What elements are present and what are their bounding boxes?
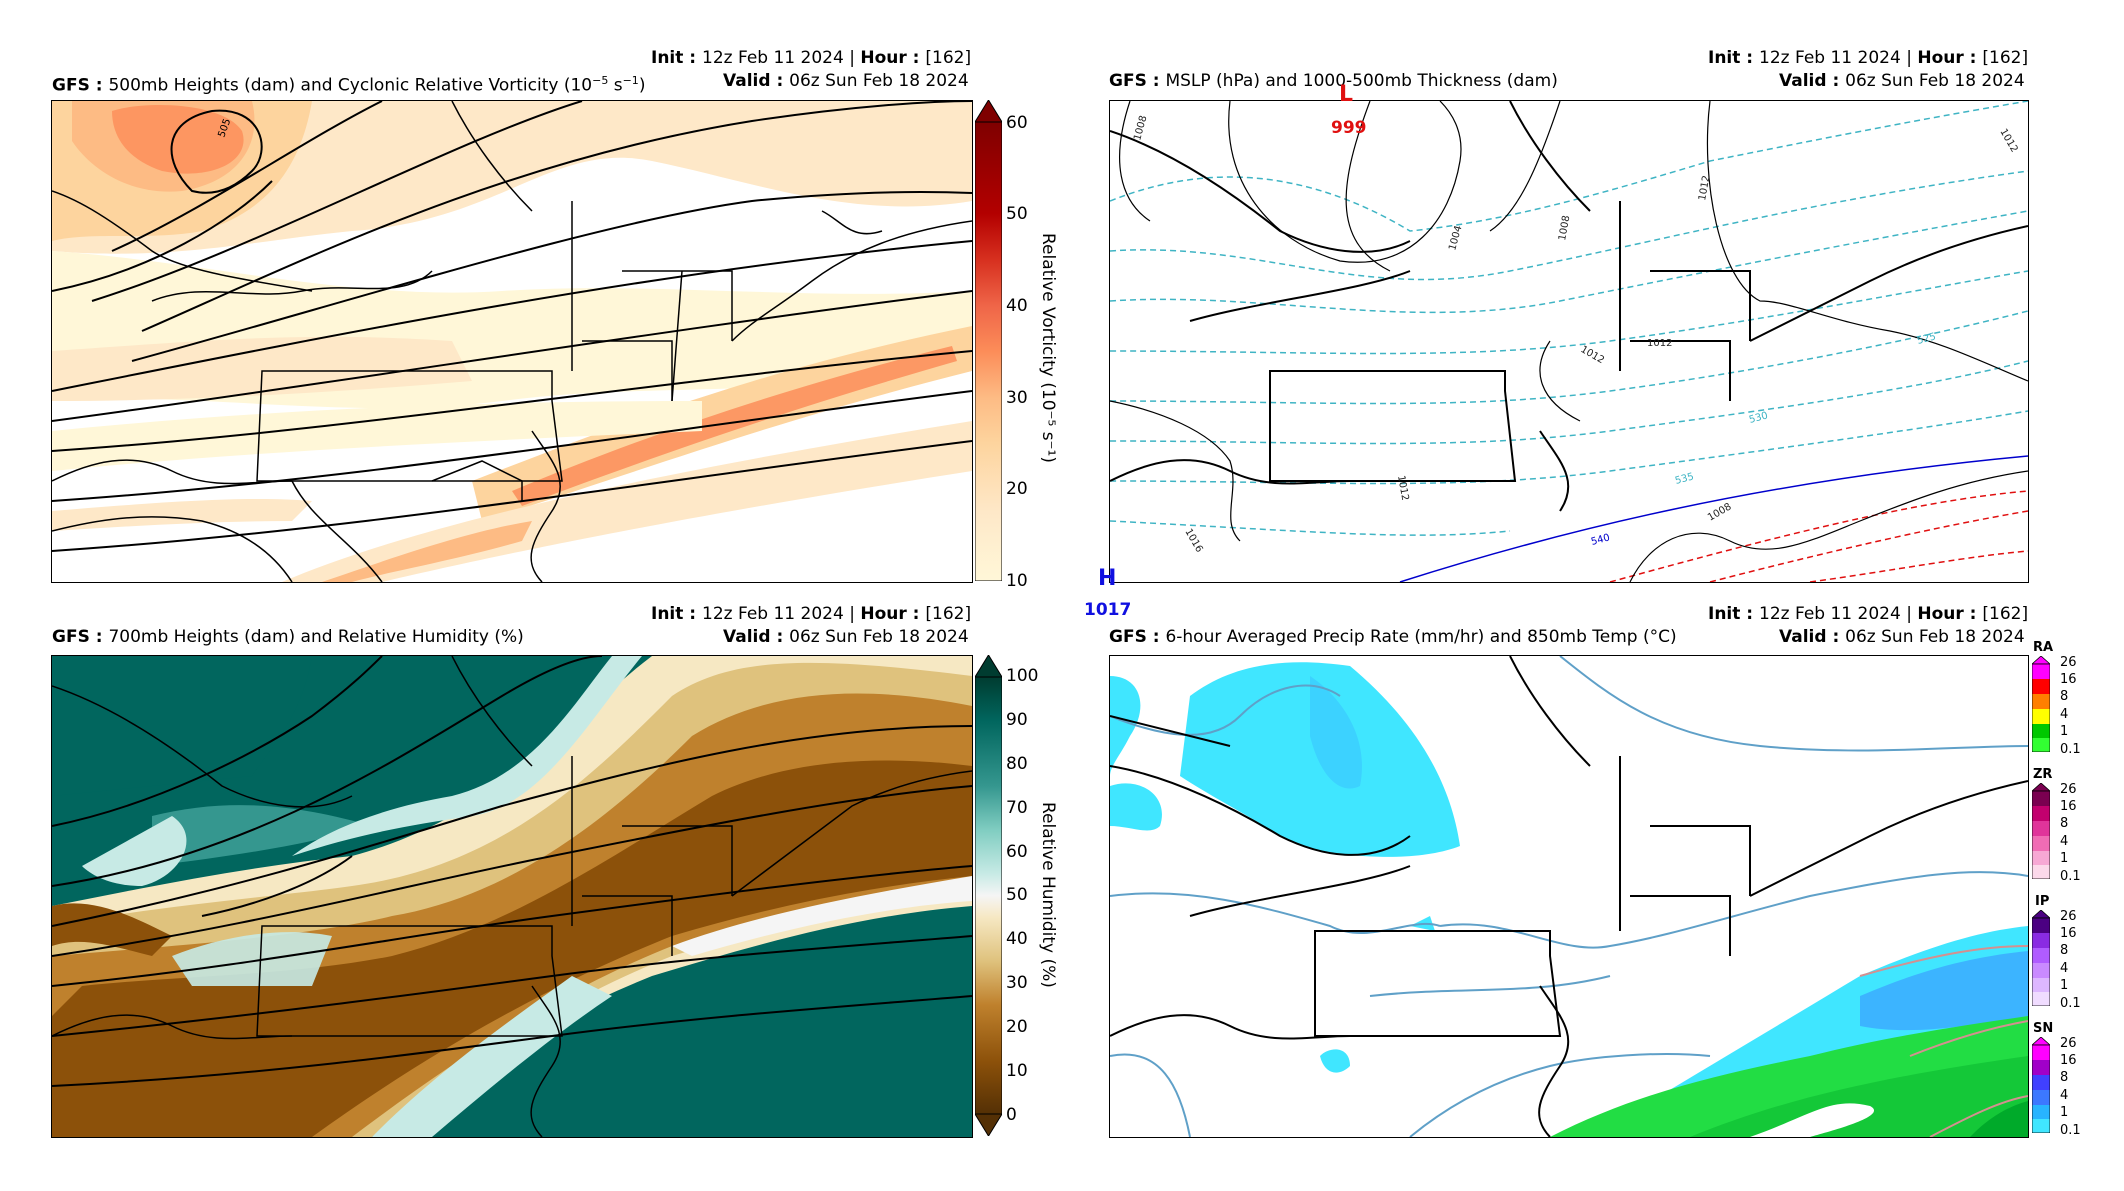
precip-map bbox=[1109, 655, 2029, 1138]
vorticity-colorbar bbox=[974, 99, 1003, 582]
ice-pellets-colorbar bbox=[2032, 910, 2050, 1006]
precip-type-code: SN bbox=[2033, 1021, 2054, 1036]
precip-map-svg bbox=[1110, 656, 2028, 1137]
valid-line: Valid : 06z Sun Feb 18 2024 bbox=[723, 627, 969, 647]
colorbar-tick: 0 bbox=[1006, 1105, 1017, 1125]
colorbar-tick: 30 bbox=[1006, 973, 1028, 993]
colorbar-tick: 100 bbox=[1006, 666, 1039, 686]
high-pressure-symbol: H bbox=[1098, 566, 1117, 591]
precip-tick: 16 bbox=[2060, 672, 2077, 687]
thickness-label: 535 bbox=[1674, 471, 1695, 487]
panel-title: GFS : 500mb Heights (dam) and Cyclonic R… bbox=[52, 74, 646, 96]
rh-map-svg bbox=[52, 656, 972, 1137]
colorbar-tick: 80 bbox=[1006, 754, 1028, 774]
rain-colorbar bbox=[2032, 656, 2050, 752]
colorbar-tick: 70 bbox=[1006, 798, 1028, 818]
low-pressure-value: 999 bbox=[1331, 118, 1367, 138]
colorbar-tick: 90 bbox=[1006, 710, 1028, 730]
vorticity-colorbar-svg bbox=[974, 99, 1003, 582]
precip-tick: 1 bbox=[2060, 724, 2069, 739]
precip-tick: 26 bbox=[2060, 655, 2077, 670]
init-hour-line: Init : 12z Feb 11 2024 | Hour : [162] bbox=[651, 604, 972, 624]
rh-colorbar bbox=[974, 654, 1003, 1137]
isobar-label: 1012 bbox=[1997, 127, 2019, 155]
isobar-label: 1004 bbox=[1447, 224, 1464, 251]
precip-tick: 4 bbox=[2060, 834, 2069, 849]
isobar-label: 1012 bbox=[1395, 475, 1410, 502]
vorticity-map: 505 bbox=[51, 100, 973, 583]
colorbar-tick: 30 bbox=[1006, 388, 1028, 408]
precip-tick: 4 bbox=[2060, 707, 2069, 722]
freezing-rain-colorbar bbox=[2032, 783, 2050, 879]
mslp-map: 1008 1004 1008 1012 1012 1012 1016 1012 … bbox=[1109, 100, 2029, 583]
thickness-label: 540 bbox=[1590, 532, 1611, 548]
isobar-label: 1008 bbox=[1706, 501, 1734, 523]
colorbar-tick: 50 bbox=[1006, 885, 1028, 905]
valid-line: Valid : 06z Sun Feb 18 2024 bbox=[1779, 627, 2025, 647]
vorticity-map-svg: 505 bbox=[52, 101, 972, 582]
rh-map bbox=[51, 655, 973, 1138]
init-hour-line: Init : 12z Feb 11 2024 | Hour : [162] bbox=[651, 48, 972, 68]
init-hour-line: Init : 12z Feb 11 2024 | Hour : [162] bbox=[1708, 48, 2029, 68]
isobar-label: 1012 bbox=[1647, 338, 1672, 349]
colorbar-tick: 60 bbox=[1006, 842, 1028, 862]
colorbar-tick: 50 bbox=[1006, 204, 1028, 224]
precip-tick: 0.1 bbox=[2060, 1123, 2081, 1138]
mslp-map-svg: 1008 1004 1008 1012 1012 1012 1016 1012 … bbox=[1110, 101, 2028, 582]
colorbar-tick: 40 bbox=[1006, 929, 1028, 949]
colorbar-label: Relative Humidity (%) bbox=[1038, 802, 1058, 988]
precip-type-code: RA bbox=[2033, 640, 2054, 655]
precip-tick: 4 bbox=[2060, 1088, 2069, 1103]
precip-type-code: ZR bbox=[2033, 767, 2053, 782]
isobar-label: 1008 bbox=[1557, 215, 1572, 242]
isobar-label: 1012 bbox=[1579, 344, 1607, 366]
precip-tick: 16 bbox=[2060, 799, 2077, 814]
panel-title: GFS : 6-hour Averaged Precip Rate (mm/hr… bbox=[1109, 627, 1677, 647]
precip-tick: 26 bbox=[2060, 1036, 2077, 1051]
isobar-label: 1008 bbox=[1132, 114, 1149, 141]
snow-colorbar bbox=[2032, 1037, 2050, 1133]
precip-tick: 8 bbox=[2060, 943, 2069, 958]
colorbar-tick: 10 bbox=[1006, 571, 1028, 591]
panel-title: GFS : 700mb Heights (dam) and Relative H… bbox=[52, 627, 524, 647]
colorbar-tick: 60 bbox=[1006, 113, 1028, 133]
valid-line: Valid : 06z Sun Feb 18 2024 bbox=[1779, 71, 2025, 91]
precip-type-code: IP bbox=[2035, 894, 2050, 909]
precip-tick: 4 bbox=[2060, 961, 2069, 976]
precip-tick: 1 bbox=[2060, 1105, 2069, 1120]
thickness-label: 530 bbox=[1748, 410, 1769, 426]
precip-tick: 8 bbox=[2060, 1070, 2069, 1085]
thickness-label: 525 bbox=[1916, 331, 1937, 347]
colorbar-tick: 40 bbox=[1006, 296, 1028, 316]
precip-tick: 16 bbox=[2060, 926, 2077, 941]
isobar-label: 1012 bbox=[1697, 175, 1712, 202]
isobar-label: 1016 bbox=[1182, 527, 1204, 555]
rh-colorbar-svg bbox=[974, 654, 1003, 1137]
precip-tick: 26 bbox=[2060, 909, 2077, 924]
precip-tick: 0.1 bbox=[2060, 742, 2081, 757]
precip-tick: 1 bbox=[2060, 851, 2069, 866]
valid-line: Valid : 06z Sun Feb 18 2024 bbox=[723, 71, 969, 91]
precip-tick: 1 bbox=[2060, 978, 2069, 993]
precip-tick: 8 bbox=[2060, 816, 2069, 831]
init-hour-line: Init : 12z Feb 11 2024 | Hour : [162] bbox=[1708, 604, 2029, 624]
precip-tick: 0.1 bbox=[2060, 996, 2081, 1011]
low-pressure-symbol: L bbox=[1339, 82, 1354, 107]
precip-tick: 8 bbox=[2060, 689, 2069, 704]
precip-tick: 0.1 bbox=[2060, 869, 2081, 884]
high-pressure-value: 1017 bbox=[1084, 600, 1132, 620]
colorbar-tick: 20 bbox=[1006, 1017, 1028, 1037]
panel-title: GFS : MSLP (hPa) and 1000-500mb Thicknes… bbox=[1109, 71, 1558, 91]
colorbar-tick: 10 bbox=[1006, 1061, 1028, 1081]
colorbar-tick: 20 bbox=[1006, 479, 1028, 499]
colorbar-label: Relative Vorticity (10⁻⁵ s⁻¹) bbox=[1038, 233, 1058, 463]
precip-tick: 26 bbox=[2060, 782, 2077, 797]
precip-tick: 16 bbox=[2060, 1053, 2077, 1068]
